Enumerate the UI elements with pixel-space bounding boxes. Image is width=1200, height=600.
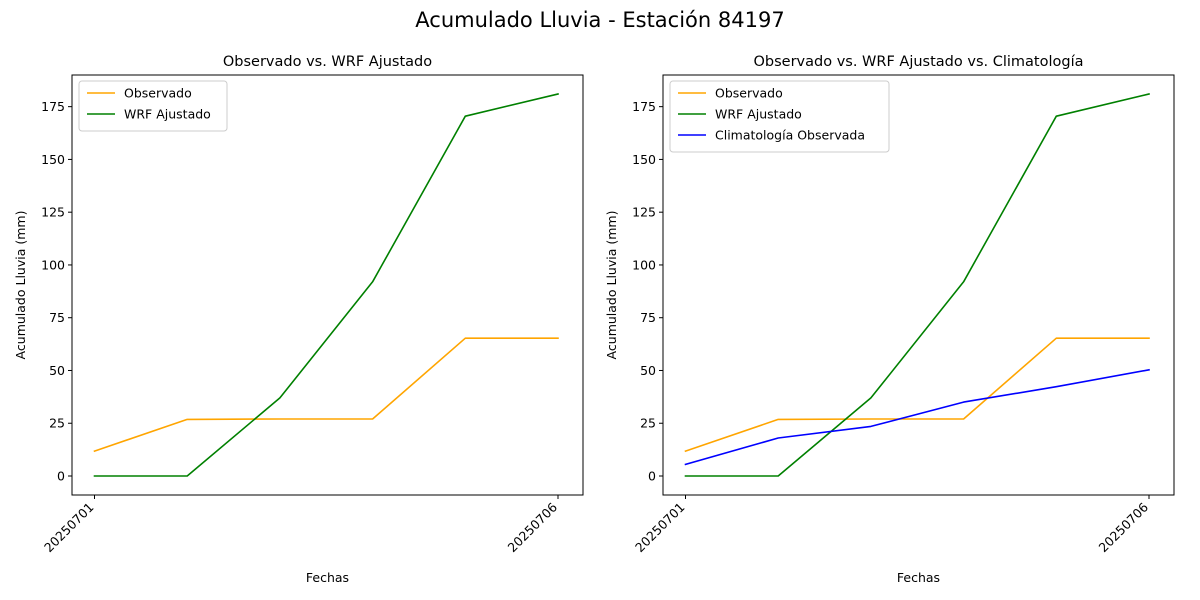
y-tick-label: 175 xyxy=(41,99,65,114)
x-tick-label: 20250701 xyxy=(41,500,97,556)
y-tick-label: 125 xyxy=(632,205,656,220)
y-tick-label: 125 xyxy=(41,205,65,220)
x-axis-label: Fechas xyxy=(897,570,940,585)
y-tick-label: 175 xyxy=(632,99,656,114)
x-tick-label: 20250706 xyxy=(1096,499,1152,555)
legend-label-2: Climatología Observada xyxy=(715,128,865,143)
y-axis-label: Acumulado Lluvia (mm) xyxy=(13,211,28,360)
legend-box xyxy=(78,80,228,132)
series-line-2 xyxy=(684,368,1150,466)
legend-label-1: WRF Ajustado xyxy=(124,107,211,122)
x-tick-label: 20250706 xyxy=(505,499,561,555)
x-tick-label: 20250701 xyxy=(632,500,688,556)
y-tick-label: 25 xyxy=(640,416,656,431)
y-tick-label: 0 xyxy=(648,469,656,484)
y-axis-label: Acumulado Lluvia (mm) xyxy=(604,211,619,360)
legend: Observado WRF Ajustado Climatología Observ… xyxy=(669,80,890,153)
legend: Observado WRF Ajustado xyxy=(78,80,228,132)
y-tick-label: 25 xyxy=(49,416,65,431)
y-tick-label: 100 xyxy=(632,257,656,272)
series-line-0 xyxy=(684,337,1150,453)
chart-title: Observado vs. WRF Ajustado vs. Climatolo… xyxy=(754,54,1084,70)
y-tick-label: 75 xyxy=(640,310,656,325)
y-tick-label: 100 xyxy=(41,257,65,272)
legend-label-1: WRF Ajustado xyxy=(715,107,802,122)
y-tick-label: 50 xyxy=(49,363,65,378)
axes-frame xyxy=(71,74,584,496)
figure-title: Acumulado Lluvia - Estación 84197 xyxy=(415,8,785,32)
axes-frame xyxy=(662,74,1175,496)
chart-observado-wrf-climatologia: Observado vs. WRF Ajustado vs. Climatolo… xyxy=(604,54,1175,585)
y-tick-label: 150 xyxy=(632,152,656,167)
y-tick-label: 150 xyxy=(41,152,65,167)
y-tick-label: 50 xyxy=(640,363,656,378)
legend-label-0: Observado xyxy=(715,86,783,101)
series-line-1 xyxy=(93,93,559,477)
legend-box xyxy=(669,80,890,153)
x-axis-label: Fechas xyxy=(306,570,349,585)
y-tick-label: 0 xyxy=(57,469,65,484)
series-line-1 xyxy=(684,93,1150,477)
legend-label-0: Observado xyxy=(124,86,192,101)
y-tick-label: 75 xyxy=(49,310,65,325)
chart-observado-wrf: Observado vs. WRF Ajustado 0 25 50 75 100 125 1… xyxy=(13,54,584,585)
chart-title: Observado vs. WRF Ajustado xyxy=(223,54,432,70)
series-line-0 xyxy=(93,337,559,453)
